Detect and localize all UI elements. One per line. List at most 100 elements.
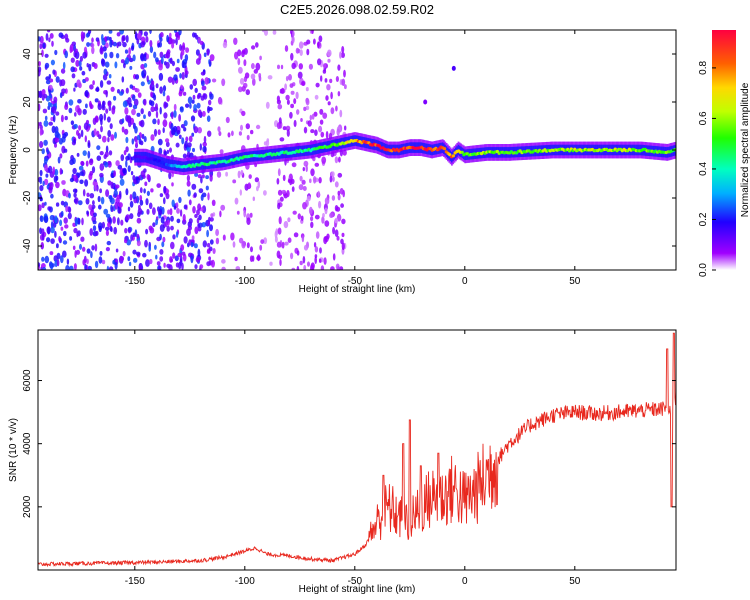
spectrogram-point — [184, 140, 189, 149]
spectrogram-point — [225, 116, 230, 124]
spectrogram-point — [125, 136, 129, 144]
spectrogram-point — [121, 76, 125, 83]
spectrogram-point — [246, 134, 250, 141]
spectrogram-point — [140, 108, 144, 115]
spectrogram-point — [162, 119, 168, 128]
spectrogram-point — [123, 62, 126, 69]
spectrogram-point — [292, 210, 297, 215]
y-tick-label: 0 — [22, 147, 33, 153]
spectrogram-point — [65, 205, 69, 213]
spectrogram-point — [60, 200, 65, 206]
spectrogram-point — [276, 178, 280, 185]
spectrogram-point — [290, 252, 294, 260]
spectrogram-point — [170, 225, 174, 231]
spectrogram-point — [163, 262, 166, 268]
spectrogram-point — [276, 95, 280, 102]
spectrogram-point — [45, 80, 51, 85]
spectrogram-point — [63, 148, 68, 153]
spectrogram-point — [180, 48, 185, 56]
spectrogram-point — [86, 210, 89, 215]
spectrogram-point — [158, 72, 164, 81]
spectrogram-point — [190, 255, 194, 264]
spectrogram-point — [163, 197, 166, 205]
spectrogram-point — [96, 155, 102, 161]
spectrogram-point — [305, 105, 310, 111]
spectrogram-point — [188, 135, 193, 143]
spectrogram-point — [108, 74, 112, 79]
spectrogram-point — [79, 55, 83, 62]
spectrogram-point — [46, 149, 50, 155]
spectrogram-point — [243, 59, 247, 67]
spectrogram-point — [102, 100, 105, 109]
x-tick-label: -150 — [125, 576, 145, 587]
spectrogram-ridge-point — [460, 150, 464, 154]
spectrogram-point — [332, 176, 335, 182]
spectrogram-point — [90, 104, 94, 109]
spectrogram-point — [250, 129, 254, 135]
spectrogram-point — [206, 49, 210, 56]
spectrogram-point — [108, 266, 114, 270]
spectrogram-point — [83, 122, 89, 130]
spectrogram-point — [263, 237, 268, 245]
spectrogram-point — [188, 199, 192, 206]
spectrogram-point — [89, 193, 95, 199]
spectrogram-point — [92, 117, 97, 126]
spectrogram-point — [99, 188, 102, 194]
spectrogram-point — [38, 90, 41, 98]
spectrogram-point — [127, 206, 131, 212]
spectrogram-point — [45, 33, 49, 41]
spectrogram-point — [180, 84, 184, 90]
spectrogram-point — [100, 117, 103, 126]
spectrogram-point — [206, 249, 211, 254]
spectrogram-point — [249, 212, 253, 218]
colorbar-tick-label: 0.6 — [698, 111, 709, 125]
spectrogram-point — [318, 258, 322, 263]
spectrogram-point — [297, 213, 301, 220]
spectrogram-point — [136, 240, 141, 247]
spectrogram-point — [38, 103, 41, 112]
spectrogram-point — [80, 236, 85, 242]
spectrogram-point — [112, 216, 116, 224]
spectrogram-point — [82, 259, 86, 266]
spectrogram-point — [39, 141, 44, 148]
spectrogram-point — [197, 248, 201, 257]
spectrogram-point — [125, 57, 130, 65]
spectrogram-point — [298, 41, 304, 49]
spectrogram-point — [178, 30, 182, 36]
spectrogram-point — [289, 83, 294, 88]
spectrogram-point — [303, 126, 308, 134]
spectrogram-point — [249, 255, 253, 262]
spectrogram-point — [120, 59, 125, 64]
spectrogram-point — [176, 130, 181, 135]
spectrogram-point — [54, 215, 58, 224]
spectrogram-point — [280, 87, 285, 94]
spectrogram-point — [181, 262, 184, 270]
spectrogram-point — [250, 246, 253, 253]
x-tick-label: -50 — [348, 276, 363, 287]
spectrogram-point — [115, 248, 119, 253]
spectrogram-point — [180, 124, 185, 129]
spectrogram-point — [167, 209, 171, 215]
spectrogram-point — [208, 256, 212, 261]
spectrogram-point — [192, 78, 197, 87]
spectrogram-point — [239, 189, 242, 196]
spectrogram-point — [232, 179, 237, 184]
figure-title: C2E5.2026.098.02.59.R02 — [280, 2, 434, 17]
spectrogram-point — [127, 97, 132, 106]
spectrogram-point — [231, 130, 234, 137]
spectrogram-point — [62, 61, 66, 70]
spectrogram-point — [74, 112, 77, 117]
spectrogram-point — [341, 218, 346, 225]
spectrogram-point — [142, 252, 147, 258]
y-tick-label: 20 — [22, 96, 33, 108]
spectrogram-point — [114, 201, 118, 210]
spectrogram-point — [129, 84, 133, 89]
spectrogram-point — [104, 61, 110, 68]
spectrogram-point — [171, 42, 175, 49]
spectrogram-point — [78, 200, 83, 206]
spectrogram-point — [159, 249, 164, 255]
spectrogram-point — [79, 243, 82, 250]
spectrogram-point — [344, 84, 347, 90]
spectrogram-point — [78, 165, 84, 171]
spectrogram-point — [237, 58, 241, 66]
